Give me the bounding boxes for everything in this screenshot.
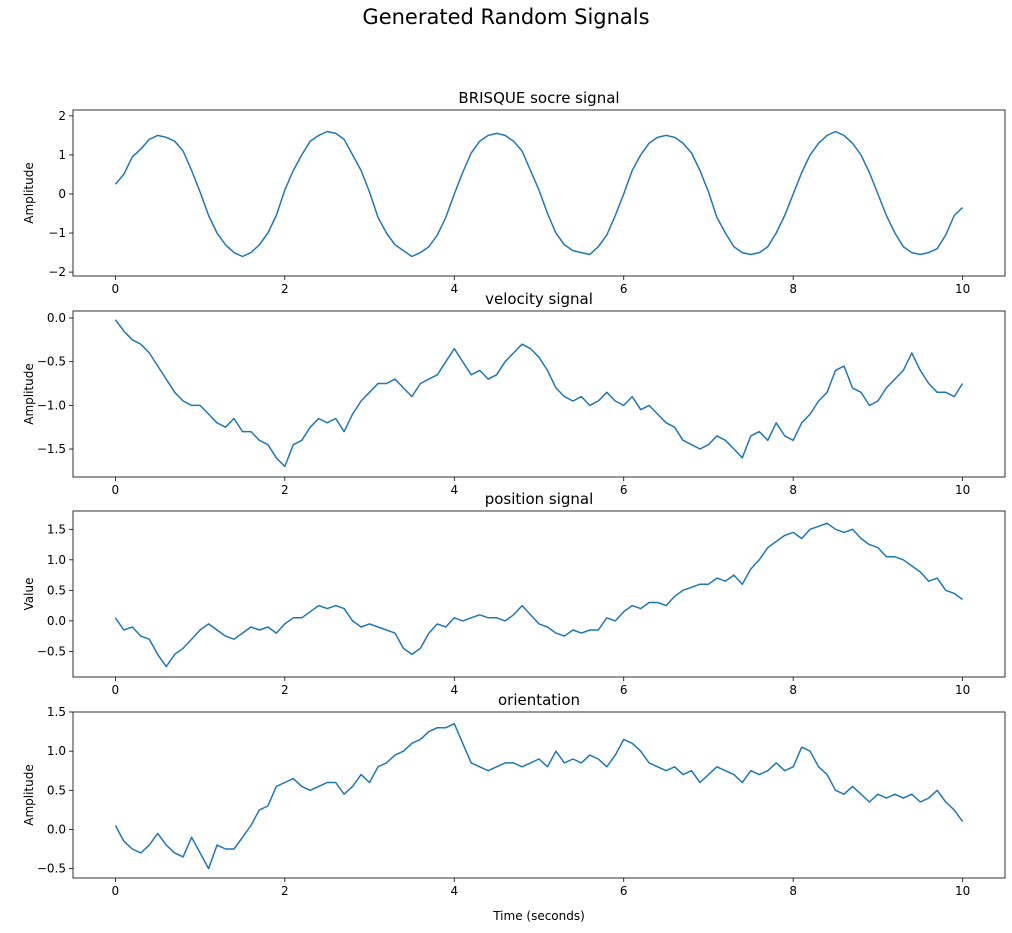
subplot-title-2: velocity signal [485, 290, 593, 308]
figure-title: Generated Random Signals [362, 5, 650, 29]
y-tick-label-4: −0.5 [37, 862, 66, 876]
x-tick-label-2: 2 [281, 483, 289, 497]
x-tick-label-2: 8 [789, 483, 797, 497]
y-tick-label-1: −1 [48, 226, 66, 240]
x-tick-label-3: 2 [281, 683, 289, 697]
y-tick-label-4: 0.0 [47, 822, 66, 836]
y-tick-label-2: 0.0 [47, 311, 66, 325]
x-tick-label-1: 2 [281, 282, 289, 296]
y-tick-label-2: −1.5 [37, 442, 66, 456]
y-tick-label-4: 1.0 [47, 744, 66, 758]
axes-frame-2 [72, 310, 1006, 478]
y-tick-label-1: −2 [48, 265, 66, 279]
axes-frame-4 [72, 711, 1006, 879]
x-tick-label-3: 6 [620, 683, 628, 697]
x-tick-label-4: 0 [112, 884, 120, 898]
x-tick-label-4: 6 [620, 884, 628, 898]
y-tick-label-4: 0.5 [47, 783, 66, 797]
x-tick-label-1: 8 [789, 282, 797, 296]
x-tick-label-1: 6 [620, 282, 628, 296]
subplot-title-1: BRISQUE socre signal [458, 89, 619, 107]
x-tick-label-4: 2 [281, 884, 289, 898]
x-tick-label-1: 4 [450, 282, 458, 296]
x-tick-label-4: 4 [450, 884, 458, 898]
series-line-1-1 [114, 130, 964, 258]
x-tick-label-1: 0 [112, 282, 120, 296]
axes-frame-1 [72, 109, 1006, 277]
x-axis-label-4: Time (seconds) [492, 909, 585, 923]
axes-frame-3 [72, 510, 1006, 678]
x-tick-label-4: 8 [789, 884, 797, 898]
y-tick-label-3: −0.5 [37, 644, 66, 658]
x-tick-label-3: 0 [112, 683, 120, 697]
subplot-title-4: orientation [498, 691, 580, 709]
y-tick-label-3: 1.5 [47, 522, 66, 536]
x-tick-label-3: 4 [450, 683, 458, 697]
x-tick-label-2: 6 [620, 483, 628, 497]
y-tick-label-3: 1.0 [47, 553, 66, 567]
y-tick-label-1: 0 [58, 187, 66, 201]
x-tick-label-3: 10 [955, 683, 970, 697]
subplot-title-3: position signal [485, 490, 594, 508]
y-tick-label-1: 2 [58, 109, 66, 123]
y-tick-label-4: 1.5 [47, 705, 66, 719]
y-axis-label-1: Amplitude [22, 162, 36, 224]
y-tick-label-2: −1.0 [37, 398, 66, 412]
y-tick-label-3: 0.0 [47, 614, 66, 628]
y-tick-label-2: −0.5 [37, 355, 66, 369]
x-tick-label-1: 10 [955, 282, 970, 296]
x-tick-label-4: 10 [955, 884, 970, 898]
x-tick-label-3: 8 [789, 683, 797, 697]
y-tick-label-3: 0.5 [47, 583, 66, 597]
series-line-2-1 [114, 319, 964, 468]
x-tick-label-2: 0 [112, 483, 120, 497]
series-line-3-1 [114, 522, 964, 668]
series-line-4-1 [114, 722, 964, 870]
y-axis-label-3: Value [22, 578, 36, 611]
x-tick-label-2: 10 [955, 483, 970, 497]
y-axis-label-4: Amplitude [22, 764, 36, 826]
y-axis-label-2: Amplitude [22, 363, 36, 425]
x-tick-label-2: 4 [450, 483, 458, 497]
y-tick-label-1: 1 [58, 148, 66, 162]
